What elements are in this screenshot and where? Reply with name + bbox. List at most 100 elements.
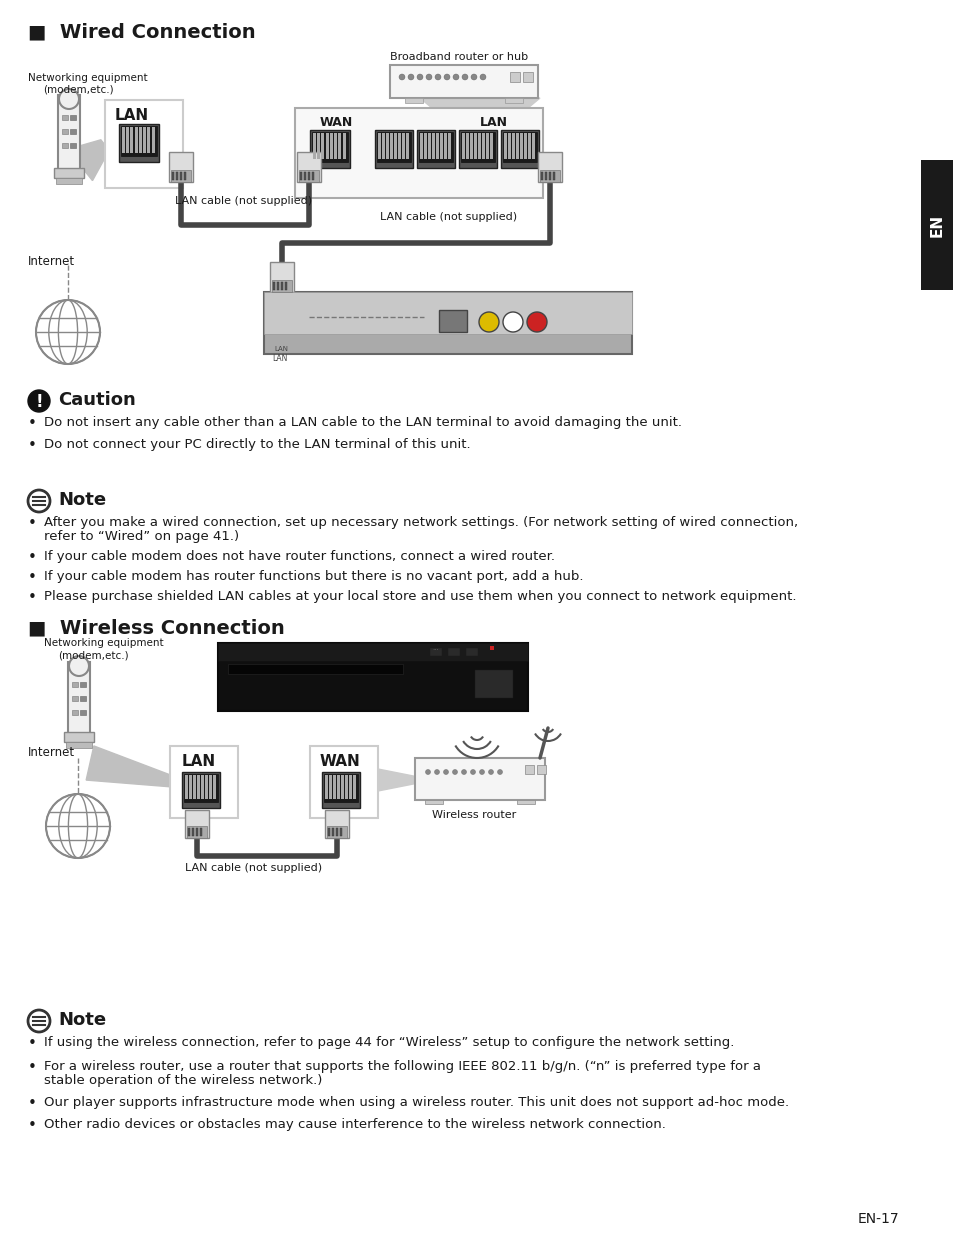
Polygon shape: [68, 140, 109, 180]
Bar: [70, 115, 76, 120]
Bar: [428, 133, 431, 159]
Text: LAN: LAN: [115, 107, 149, 124]
Bar: [338, 133, 341, 159]
Bar: [310, 130, 350, 168]
Circle shape: [478, 312, 498, 332]
Circle shape: [471, 74, 476, 80]
Bar: [299, 172, 302, 180]
Text: stable operation of the wireless network.): stable operation of the wireless network…: [44, 1074, 322, 1087]
Bar: [353, 776, 355, 799]
Bar: [71, 697, 78, 701]
Circle shape: [526, 312, 546, 332]
Bar: [439, 133, 442, 159]
Circle shape: [416, 74, 422, 80]
Text: Wireless router: Wireless router: [432, 810, 516, 820]
Text: EN-17: EN-17: [857, 1212, 899, 1226]
Circle shape: [28, 490, 50, 513]
Bar: [187, 826, 207, 839]
Text: LAN: LAN: [272, 354, 287, 363]
Bar: [544, 172, 547, 180]
Bar: [332, 827, 335, 836]
Circle shape: [479, 74, 485, 80]
Text: Caution: Caution: [58, 391, 135, 409]
Circle shape: [28, 1010, 50, 1032]
Bar: [126, 127, 129, 153]
Bar: [143, 127, 146, 153]
Text: LAN cable (not supplied): LAN cable (not supplied): [379, 212, 517, 222]
Bar: [298, 170, 318, 182]
Bar: [424, 800, 442, 804]
Text: LAN cable (not supplied): LAN cable (not supplied): [185, 863, 322, 873]
Text: !: !: [35, 393, 43, 411]
Bar: [56, 178, 82, 184]
Text: ■  Wired Connection: ■ Wired Connection: [28, 22, 255, 41]
Bar: [213, 776, 215, 799]
Bar: [340, 776, 343, 799]
Bar: [80, 697, 86, 701]
Circle shape: [443, 769, 448, 774]
Bar: [390, 133, 393, 159]
Bar: [308, 172, 310, 180]
Bar: [920, 161, 953, 290]
Bar: [131, 127, 133, 153]
Circle shape: [443, 74, 450, 80]
Bar: [185, 810, 209, 839]
Bar: [68, 662, 90, 737]
Bar: [276, 282, 279, 290]
Bar: [448, 648, 459, 656]
Bar: [443, 133, 446, 159]
Text: Do not connect your PC directly to the LAN terminal of this unit.: Do not connect your PC directly to the L…: [44, 438, 470, 451]
Bar: [330, 133, 333, 159]
Bar: [317, 133, 320, 159]
Text: EN: EN: [928, 214, 943, 237]
Text: ■  Wireless Connection: ■ Wireless Connection: [28, 618, 284, 637]
Bar: [121, 126, 157, 156]
Bar: [296, 152, 320, 182]
Bar: [512, 133, 515, 159]
Bar: [105, 100, 183, 188]
Bar: [474, 133, 476, 159]
Bar: [312, 172, 314, 180]
Bar: [335, 827, 338, 836]
Bar: [80, 682, 86, 687]
Circle shape: [434, 769, 439, 774]
Text: •: •: [28, 550, 37, 564]
Text: Note: Note: [58, 1011, 106, 1029]
Bar: [312, 132, 348, 162]
Text: •: •: [28, 1036, 37, 1051]
Text: If your cable modem does not have router functions, connect a wired router.: If your cable modem does not have router…: [44, 550, 555, 563]
Bar: [62, 115, 68, 120]
Bar: [172, 172, 174, 180]
Bar: [481, 133, 484, 159]
Bar: [310, 746, 377, 818]
Circle shape: [46, 794, 110, 858]
Bar: [539, 170, 559, 182]
Bar: [321, 133, 324, 159]
Bar: [430, 648, 441, 656]
Bar: [465, 648, 477, 656]
Text: WAN: WAN: [319, 755, 360, 769]
Bar: [386, 133, 389, 159]
Text: (modem,etc.): (modem,etc.): [43, 85, 113, 95]
Bar: [490, 646, 494, 650]
Text: If your cable modem has router functions but there is no vacant port, add a hub.: If your cable modem has router functions…: [44, 571, 583, 583]
Text: LAN cable (not supplied): LAN cable (not supplied): [174, 196, 312, 206]
Bar: [470, 133, 473, 159]
Text: WAN: WAN: [319, 116, 353, 128]
Bar: [432, 133, 435, 159]
Bar: [193, 776, 195, 799]
Bar: [71, 682, 78, 687]
Circle shape: [28, 390, 50, 412]
Text: Broadband router or hub: Broadband router or hub: [390, 52, 528, 62]
Text: Note: Note: [58, 492, 106, 509]
Text: For a wireless router, use a router that supports the following IEEE 802.11 b/g/: For a wireless router, use a router that…: [44, 1060, 760, 1073]
Bar: [273, 282, 275, 290]
Bar: [345, 776, 348, 799]
Bar: [294, 107, 542, 198]
Bar: [537, 152, 561, 182]
Circle shape: [461, 74, 468, 80]
Bar: [175, 172, 178, 180]
Circle shape: [408, 74, 414, 80]
Bar: [325, 133, 329, 159]
Bar: [325, 810, 349, 839]
